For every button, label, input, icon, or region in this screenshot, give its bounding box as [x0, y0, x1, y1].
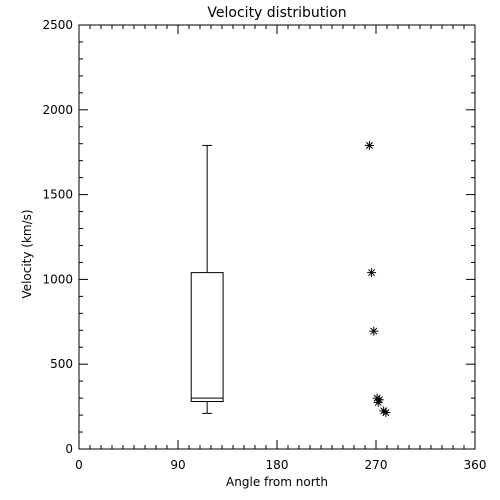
x-tick-label: 270	[365, 458, 388, 472]
chart-title: Velocity distribution	[207, 5, 346, 21]
y-tick-label: 2000	[42, 103, 73, 117]
data-points	[364, 140, 391, 418]
data-point-asterisk	[381, 408, 391, 418]
tick-labels: 0 90 180 270 360 0 500 1000 1500 2000 2500	[42, 18, 486, 472]
data-point-asterisk	[367, 268, 377, 278]
x-tick-label: 360	[464, 458, 487, 472]
y-tick-label: 1000	[42, 272, 73, 286]
y-tick-label: 2500	[42, 18, 73, 32]
y-tick-label: 500	[50, 357, 73, 371]
data-point-asterisk	[369, 326, 379, 336]
data-point-asterisk	[364, 140, 374, 150]
x-tick-label: 180	[266, 458, 289, 472]
axis-ticks	[78, 24, 476, 450]
x-tick-label: 0	[75, 458, 83, 472]
y-tick-label: 0	[65, 442, 73, 456]
x-axis-label: Angle from north	[226, 475, 328, 489]
box-plot	[190, 144, 224, 414]
box-iqr	[190, 272, 224, 403]
plot-frame	[78, 24, 476, 450]
y-axis-label: Velocity (km/s)	[20, 209, 34, 298]
x-tick-label: 90	[170, 458, 185, 472]
y-tick-label: 1500	[42, 188, 73, 202]
data-point-asterisk	[373, 397, 383, 407]
